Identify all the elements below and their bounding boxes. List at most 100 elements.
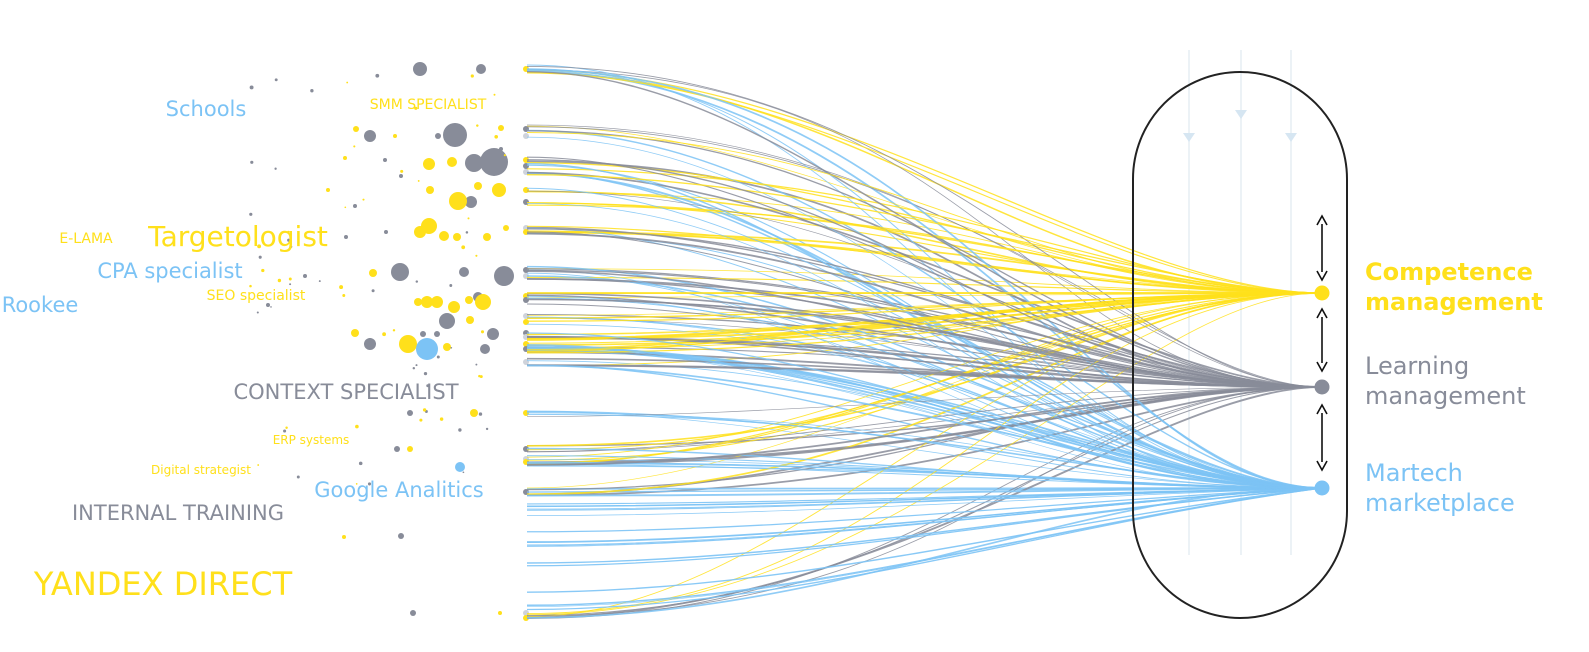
speck [461, 245, 466, 250]
bubble [474, 182, 482, 190]
label-smm-specialist: SMM SPECIALIST [370, 97, 487, 113]
speck [494, 135, 499, 139]
speck [355, 483, 358, 485]
speck [274, 167, 277, 170]
bubble [435, 133, 441, 139]
bubble [353, 126, 359, 132]
speck [478, 412, 483, 416]
flow-curve [526, 126, 1323, 388]
speck [296, 475, 300, 479]
speck [257, 464, 260, 466]
bubble [364, 338, 376, 350]
arrow-up-icon [1316, 214, 1328, 226]
speck [310, 89, 314, 93]
flow-curve [526, 129, 1323, 489]
target-label-martech-marketplace: Martech marketplace [1365, 459, 1515, 517]
arrow-down-icon [1316, 460, 1328, 472]
flow-curve [526, 190, 1323, 294]
speck [250, 160, 254, 164]
flow-curve [526, 364, 1323, 489]
flow-curve [526, 292, 1323, 464]
speck [475, 254, 478, 257]
target-nodes [1314, 285, 1330, 496]
bubble [326, 188, 330, 192]
speck [493, 93, 496, 96]
bubble [465, 196, 477, 208]
flow-curve [526, 386, 1323, 619]
flow-curve [526, 174, 1323, 294]
speck [462, 471, 465, 474]
bubble [480, 344, 490, 354]
bubble [453, 233, 461, 241]
bubble [266, 303, 270, 307]
bubble [431, 296, 443, 308]
flow-curve [526, 68, 1323, 489]
capsule-border [1132, 71, 1348, 619]
bubble [487, 328, 499, 340]
guide-triangle-icon [1235, 110, 1247, 119]
speck [274, 78, 278, 82]
flow-curve [526, 292, 1323, 615]
flow-curve [526, 487, 1323, 516]
speck [422, 408, 427, 412]
bubble [470, 409, 478, 417]
target-competence-line1: Competence [1365, 258, 1533, 286]
bubble [492, 183, 506, 197]
bubble [498, 611, 502, 615]
flow-curve [526, 487, 1323, 543]
flow-curve [526, 292, 1323, 458]
speck [290, 245, 293, 248]
speck [412, 366, 416, 370]
bubble [434, 331, 440, 337]
speck [400, 169, 404, 173]
speck [249, 85, 254, 90]
target-learning-line2: management [1365, 382, 1526, 410]
source-dot [523, 163, 529, 169]
flow-curve [526, 225, 1323, 294]
bubble [394, 446, 400, 452]
speck [249, 284, 252, 288]
target-martech-line2: marketplace [1365, 489, 1515, 517]
target-learning-line1: Learning [1365, 352, 1469, 380]
speck [382, 332, 386, 337]
flow-curve [526, 386, 1323, 417]
bubble [353, 204, 357, 208]
target-node-learning [1314, 379, 1330, 395]
speck [261, 268, 265, 273]
speck [467, 217, 470, 220]
speck [285, 426, 288, 430]
speck [423, 371, 428, 376]
flow-curve [526, 292, 1323, 340]
flow-curve [526, 487, 1323, 533]
label-rookee: Rookee [2, 293, 79, 317]
bubble [383, 158, 387, 162]
flow-curve [526, 364, 1323, 388]
flow-curve [526, 487, 1323, 567]
speck [450, 346, 453, 349]
bubble [466, 316, 474, 324]
bubble [455, 462, 465, 472]
speck [485, 427, 489, 431]
speck [256, 311, 259, 314]
flow-curve [526, 136, 1323, 489]
flow-curve [526, 413, 1323, 489]
label-targetologist: Targetologist [147, 220, 328, 253]
speck [449, 284, 453, 287]
speck [465, 231, 469, 234]
bubble [420, 331, 426, 337]
flow-curve [526, 412, 1323, 489]
bubble [343, 156, 347, 160]
bubble [426, 186, 434, 194]
speck [367, 482, 372, 486]
flow-curve [526, 447, 1323, 489]
bubble [439, 313, 455, 329]
target-label-learning-management: Learning management [1365, 352, 1526, 410]
flow-curve [526, 162, 1323, 489]
label-erp-systems: ERP systems [273, 433, 350, 447]
speck [485, 171, 488, 174]
speck [358, 461, 363, 466]
bubble [447, 157, 457, 167]
bubble [448, 301, 460, 313]
speck [414, 106, 418, 110]
